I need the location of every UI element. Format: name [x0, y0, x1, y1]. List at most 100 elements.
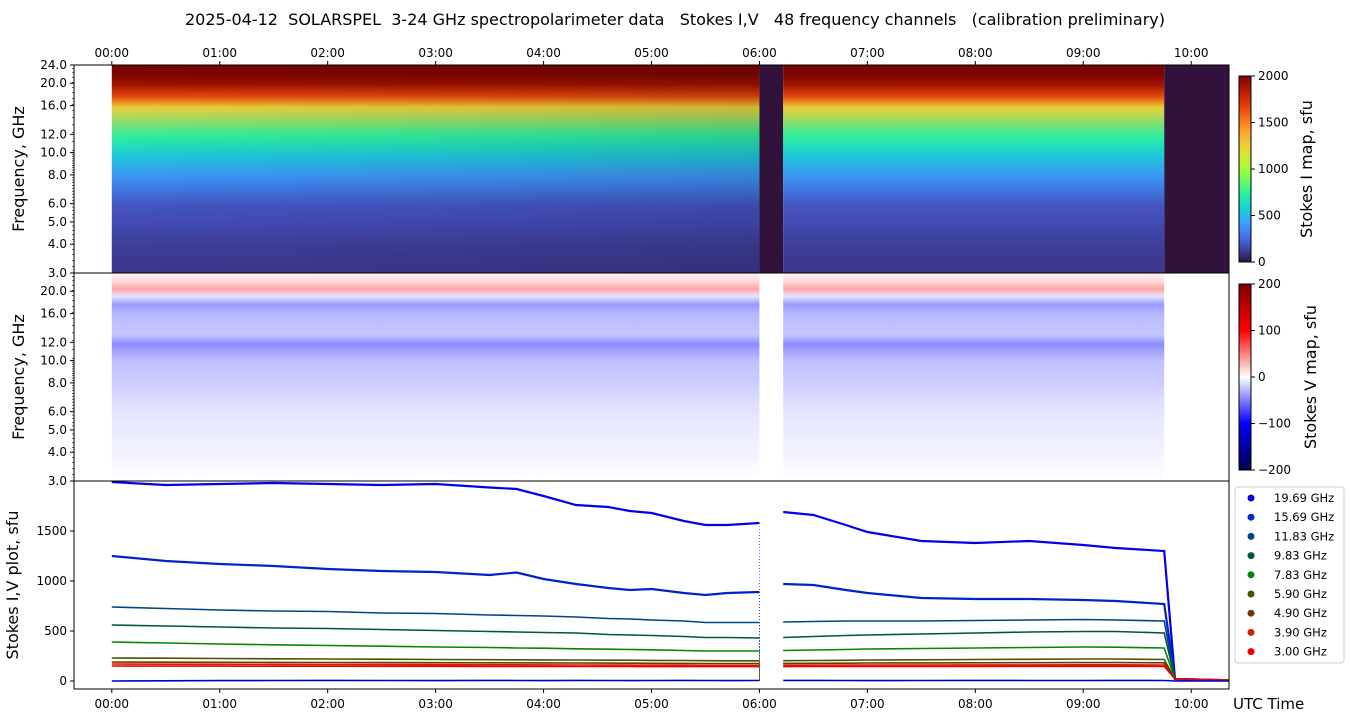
legend-marker: [1247, 532, 1255, 540]
legend-marker: [1247, 648, 1255, 656]
bottom-time-tick-label: 02:00: [310, 697, 345, 711]
legend-label: 5.90 GHz: [1274, 587, 1327, 601]
stokes-i-colorbar-tick-label: 1000: [1258, 162, 1289, 176]
top-time-tick-label: 02:00: [310, 46, 345, 60]
stokes-v-freq-tick-label: 8.0: [48, 376, 67, 390]
stokes-v-colorbar-tick-label: −100: [1258, 417, 1291, 431]
series-line-15-69-ghz-am: [111, 554, 760, 597]
stokes-i-freq-tick-label: 16.0: [40, 99, 67, 113]
legend-marker: [1247, 609, 1255, 617]
series-line-9-83-ghz-pm: [783, 630, 1229, 681]
top-time-tick-label: 07:00: [850, 46, 885, 60]
stokes-i-heatmap: [111, 65, 1229, 273]
x-axis-label: UTC Time: [1233, 695, 1304, 713]
series-line-9-83-ghz-am: [111, 624, 760, 639]
stokes-iv-y-axis: 0 500 1000 1500: [36, 524, 74, 688]
stokes-iv-tick-label: 1000: [36, 574, 67, 588]
stokes-v-colorbar: 200 100 0 −100 −200 Stokes V map, sfu: [1238, 277, 1320, 477]
stokes-i-instrument-off: [1164, 65, 1229, 273]
bottom-time-tick-label: 06:00: [742, 697, 777, 711]
legend-label: 11.83 GHz: [1274, 529, 1334, 543]
series-line-3-90-ghz-am: [111, 663, 760, 667]
top-time-tick-label: 09:00: [1066, 46, 1101, 60]
stokes-i-colorbar-tick-label: 1500: [1258, 116, 1289, 130]
stokes-v-colorbar-tick-label: 200: [1258, 277, 1281, 291]
stokes-i-freq-tick-label: 3.0: [48, 266, 67, 280]
stokes-i-trend-shade: [111, 65, 760, 273]
stokes-iv-lines: [111, 481, 1229, 682]
chart-title: 2025-04-12 SOLARSPEL 3-24 GHz spectropol…: [185, 10, 1165, 29]
bottom-time-tick-label: 05:00: [634, 697, 669, 711]
bottom-time-tick-label: 07:00: [850, 697, 885, 711]
stokes-i-freq-tick-label: 10.0: [40, 146, 67, 160]
stokes-i-colorbar-tick-label: 0: [1258, 255, 1266, 269]
bottom-time-tick-label: 01:00: [202, 697, 237, 711]
stokes-i-colorbar-tick-label: 500: [1258, 209, 1281, 223]
stokes-i-freq-tick-label: 5.0: [48, 215, 67, 229]
stokes-v-block-morning: [111, 273, 760, 481]
legend-label: 4.90 GHz: [1274, 606, 1327, 620]
series-line-stokes-v-pm: [783, 679, 1229, 682]
stokes-v-colorbar-label: Stokes V map, sfu: [1301, 305, 1320, 449]
legend-label: 7.83 GHz: [1274, 568, 1327, 582]
stokes-v-freq-tick-label: 4.0: [48, 445, 67, 459]
bottom-time-tick-label: 00:00: [94, 697, 129, 711]
stokes-v-heatmap: [111, 273, 1165, 481]
bottom-time-tick-label: 04:00: [526, 697, 561, 711]
series-line-19-69-ghz-pm: [783, 510, 1229, 682]
legend-box: [1234, 486, 1345, 664]
stokes-v-freq-tick-label: 12.0: [40, 335, 67, 349]
legend: 19.69 GHz 15.69 GHz 11.83 GHz 9.83 GHz 7.83 …: [1234, 486, 1345, 664]
stokes-v-freq-tick-label: 3.0: [48, 474, 67, 488]
bottom-time-tick-label: 08:00: [958, 697, 993, 711]
stokes-i-ylabel: Frequency, GHz: [9, 106, 28, 232]
stokes-i-data-gap: [759, 65, 784, 273]
series-line-19-69-ghz-am: [111, 481, 760, 527]
stokes-i-freq-tick-label: 12.0: [40, 127, 67, 141]
stokes-v-block-afternoon: [783, 273, 1165, 481]
legend-label: 3.00 GHz: [1274, 645, 1327, 659]
stokes-i-y-axis: 3.0 4.0 5.0 6.0 8.0 10.0 12.0 16.0 20.0 24.0: [40, 58, 74, 280]
stokes-v-y-axis: 3.0 4.0 5.0 6.0 8.0 10.0 12.0 16.0 20.0: [40, 276, 74, 488]
stokes-iv-tick-label: 0: [59, 674, 67, 688]
stokes-i-block-afternoon: [783, 65, 1165, 273]
stokes-i-freq-tick-label: 6.0: [48, 197, 67, 211]
series-line-5-90-ghz-pm: [783, 658, 1229, 681]
series-line-15-69-ghz-pm: [783, 582, 1229, 682]
stokes-i-freq-tick-label: 4.0: [48, 237, 67, 251]
bottom-time-tick-label: 09:00: [1066, 697, 1101, 711]
top-time-tick-label: 08:00: [958, 46, 993, 60]
series-line-11-83-ghz-am: [111, 606, 760, 624]
stokes-i-freq-tick-label: 20.0: [40, 76, 67, 90]
legend-marker: [1247, 628, 1255, 636]
series-line-stokes-v-am: [111, 679, 760, 682]
stokes-i-colorbar-scale: [1238, 75, 1252, 263]
top-time-tick-label: 00:00: [94, 46, 129, 60]
legend-marker: [1247, 552, 1255, 560]
stokes-i-freq-tick-label: 24.0: [40, 58, 67, 72]
legend-marker: [1247, 494, 1255, 502]
stokes-v-freq-tick-label: 6.0: [48, 405, 67, 419]
stokes-v-map-panel: 3.0 4.0 5.0 6.0 8.0 10.0 12.0 16.0 20.0 Frequenc…: [9, 272, 1230, 488]
top-time-tick-label: 04:00: [526, 46, 561, 60]
legend-marker: [1247, 571, 1255, 579]
stokes-i-map-panel: 3.0 4.0 5.0 6.0 8.0 10.0 12.0 16.0 20.0 24.0 Freq…: [9, 46, 1230, 280]
stokes-v-freq-tick-label: 10.0: [40, 354, 67, 368]
stokes-v-freq-tick-label: 16.0: [40, 307, 67, 321]
stokes-i-colorbar-tick-label: 2000: [1258, 69, 1289, 83]
top-time-tick-label: 05:00: [634, 46, 669, 60]
stokes-v-colorbar-tick-label: 100: [1258, 324, 1281, 338]
series-line-11-83-ghz-pm: [783, 618, 1229, 681]
stokes-i-freq-tick-label: 8.0: [48, 168, 67, 182]
top-time-axis: 00:00 01:00 02:00 03:00 04:00 05:00 06:00 07:00…: [94, 46, 1209, 65]
series-line-7-83-ghz-am: [111, 641, 760, 652]
top-time-tick-label: 03:00: [418, 46, 453, 60]
legend-marker: [1247, 513, 1255, 521]
bottom-time-tick-label: 03:00: [418, 697, 453, 711]
top-time-tick-label: 01:00: [202, 46, 237, 60]
series-line-4-90-ghz-pm: [783, 661, 1229, 681]
top-time-tick-label: 10:00: [1174, 46, 1209, 60]
stokes-v-freq-tick-label: 5.0: [48, 423, 67, 437]
stokes-v-colorbar-scale: [1238, 283, 1252, 471]
